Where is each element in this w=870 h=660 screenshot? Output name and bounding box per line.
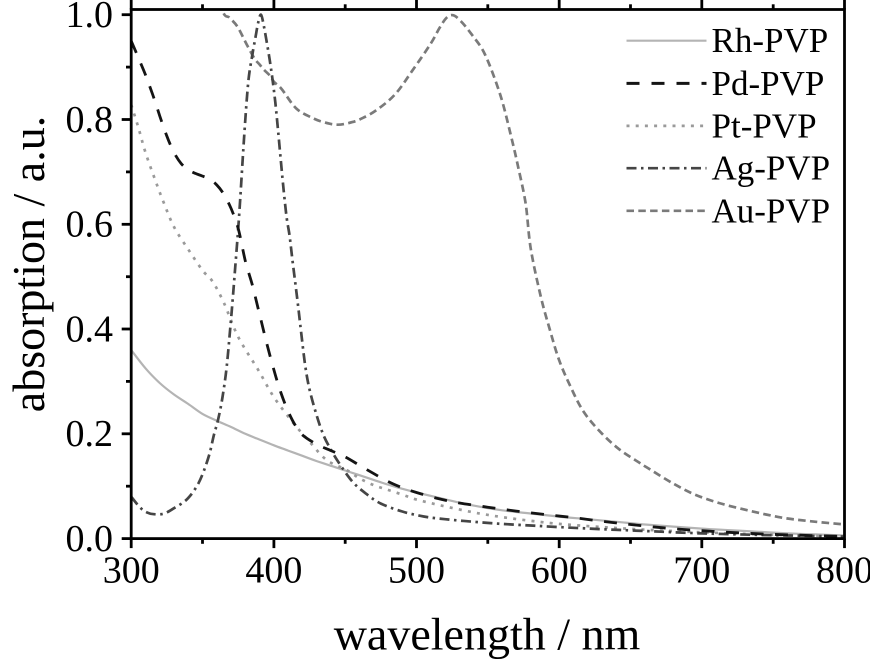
svg-text:600: 600 — [531, 550, 588, 592]
svg-text:700: 700 — [673, 550, 730, 592]
svg-text:0.4: 0.4 — [66, 308, 114, 350]
svg-text:Pd-PVP: Pd-PVP — [712, 64, 825, 103]
svg-text:absorption / a.u.: absorption / a.u. — [3, 116, 54, 412]
svg-text:0.8: 0.8 — [66, 99, 114, 141]
svg-text:0.0: 0.0 — [66, 518, 114, 560]
svg-text:0.6: 0.6 — [66, 204, 114, 246]
svg-text:Rh-PVP: Rh-PVP — [712, 21, 829, 60]
svg-text:wavelength / nm: wavelength / nm — [334, 609, 641, 660]
svg-text:800: 800 — [816, 550, 870, 592]
svg-text:Ag-PVP: Ag-PVP — [712, 149, 831, 188]
svg-text:0.2: 0.2 — [66, 413, 114, 455]
svg-text:1.0: 1.0 — [66, 0, 114, 36]
svg-text:400: 400 — [245, 550, 302, 592]
svg-text:500: 500 — [388, 550, 445, 592]
svg-text:300: 300 — [103, 550, 160, 592]
svg-text:Au-PVP: Au-PVP — [712, 191, 831, 230]
svg-text:Pt-PVP: Pt-PVP — [712, 106, 817, 145]
